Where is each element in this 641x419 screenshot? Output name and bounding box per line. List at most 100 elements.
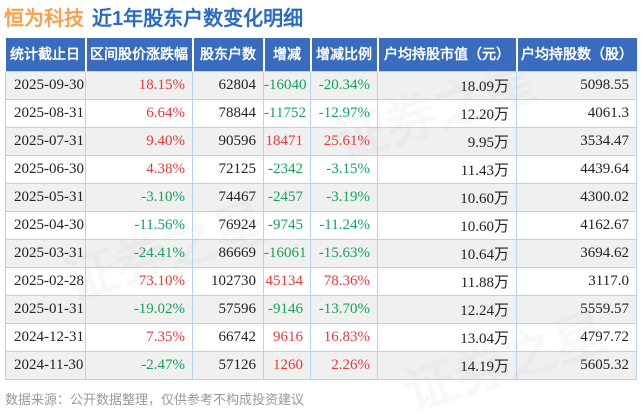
cell-delta-pct: 25.61%	[310, 126, 378, 156]
cell-delta-pct: -20.34%	[310, 70, 378, 100]
cell-date: 2024-11-30	[5, 350, 86, 380]
cell-holders: 86669	[192, 238, 264, 268]
cell-avg-shares: 5559.57	[516, 294, 637, 324]
table-row: 2025-09-30 18.15% 62804 -16040 -20.34% 1…	[5, 70, 637, 100]
holders-table: 统计截止日 区间股价涨跌幅 股东户数 增减 增减比例 户均持股市值（元） 户均持…	[5, 38, 637, 380]
cell-price-change: -24.41%	[85, 238, 193, 268]
table-row: 2025-05-31 -3.10% 74467 -2457 -3.19% 10.…	[5, 182, 637, 212]
cell-avg-shares: 4797.72	[516, 322, 637, 352]
col-header-delta: 增减	[262, 38, 311, 71]
table-row: 2025-02-28 73.10% 102730 45134 78.36% 11…	[5, 266, 637, 296]
cell-date: 2025-04-30	[5, 210, 86, 240]
cell-holders: 90596	[192, 126, 264, 156]
cell-price-change: 9.40%	[85, 126, 193, 156]
cell-date: 2025-06-30	[5, 154, 86, 184]
cell-price-change: -3.10%	[85, 182, 193, 212]
cell-date: 2025-08-31	[5, 98, 86, 128]
cell-avg-shares: 5098.55	[516, 70, 637, 100]
cell-date: 2025-09-30	[5, 70, 86, 100]
title-text: 近1年股东户数变化明细	[92, 8, 304, 30]
stock-name: 恒为科技	[4, 8, 84, 30]
cell-avg-value: 10.64万	[377, 238, 517, 268]
table-header: 统计截止日 区间股价涨跌幅 股东户数 增减 增减比例 户均持股市值（元） 户均持…	[5, 38, 637, 71]
cell-date: 2025-03-31	[5, 238, 86, 268]
cell-date: 2025-01-31	[5, 294, 86, 324]
cell-avg-shares: 4300.02	[516, 182, 637, 212]
cell-delta: -9745	[263, 210, 311, 240]
data-source-note: 数据来源：公开数据整理，仅供参考不构成投资建议	[5, 391, 305, 407]
table-row: 2025-07-31 9.40% 90596 18471 25.61% 9.95…	[5, 126, 637, 156]
table-row: 2024-12-31 7.35% 66742 9616 16.83% 13.04…	[5, 322, 637, 352]
cell-avg-value: 9.95万	[377, 126, 517, 156]
cell-date: 2024-12-31	[5, 322, 86, 352]
col-header-holders: 股东户数	[191, 38, 264, 71]
cell-holders: 102730	[192, 266, 264, 296]
cell-price-change: -2.47%	[85, 350, 193, 380]
cell-avg-value: 12.24万	[377, 294, 517, 324]
cell-price-change: -11.56%	[85, 210, 193, 240]
cell-delta-pct: -15.63%	[310, 238, 378, 268]
cell-avg-shares: 4061.3	[516, 98, 637, 128]
cell-holders: 74467	[192, 182, 264, 212]
cell-delta: -9146	[263, 294, 311, 324]
cell-delta-pct: -12.97%	[310, 98, 378, 128]
cell-delta-pct: 78.36%	[310, 266, 378, 296]
table-row: 2025-03-31 -24.41% 86669 -16061 -15.63% …	[5, 238, 637, 268]
cell-holders: 72125	[192, 154, 264, 184]
cell-holders: 57126	[192, 350, 264, 380]
cell-delta-pct: -3.19%	[310, 182, 378, 212]
col-header-date: 统计截止日	[5, 38, 86, 71]
table-body: 2025-09-30 18.15% 62804 -16040 -20.34% 1…	[5, 70, 637, 380]
cell-delta: -2342	[263, 154, 311, 184]
cell-price-change: 73.10%	[85, 266, 193, 296]
table-row: 2025-01-31 -19.02% 57596 -9146 -13.70% 1…	[5, 294, 637, 324]
cell-delta: -11752	[263, 98, 311, 128]
cell-date: 2025-07-31	[5, 126, 86, 156]
cell-avg-shares: 5605.32	[516, 350, 637, 380]
cell-avg-shares: 4162.67	[516, 210, 637, 240]
cell-delta-pct: -13.70%	[310, 294, 378, 324]
page-title: 恒为科技 近1年股东户数变化明细	[0, 0, 641, 32]
cell-holders: 78844	[192, 98, 264, 128]
cell-avg-value: 13.04万	[377, 322, 517, 352]
cell-delta: 18471	[263, 126, 311, 156]
cell-avg-value: 11.88万	[377, 266, 517, 296]
cell-avg-shares: 4439.64	[516, 154, 637, 184]
cell-date: 2025-05-31	[5, 182, 86, 212]
table-row: 2025-04-30 -11.56% 76924 -9745 -11.24% 1…	[5, 210, 637, 240]
table-row: 2025-08-31 6.64% 78844 -11752 -12.97% 12…	[5, 98, 637, 128]
col-header-price-change: 区间股价涨跌幅	[84, 38, 193, 71]
cell-avg-shares: 3117.0	[516, 266, 637, 296]
col-header-avg-value: 户均持股市值（元）	[376, 38, 517, 71]
cell-delta-pct: 2.26%	[310, 350, 378, 380]
header-row: 统计截止日 区间股价涨跌幅 股东户数 增减 增减比例 户均持股市值（元） 户均持…	[5, 38, 637, 71]
cell-avg-shares: 3534.47	[516, 126, 637, 156]
cell-delta: 1260	[263, 350, 311, 380]
cell-delta: 45134	[263, 266, 311, 296]
cell-avg-value: 12.20万	[377, 98, 517, 128]
cell-avg-value: 18.09万	[377, 70, 517, 100]
cell-avg-shares: 3694.62	[516, 238, 637, 268]
table-row: 2024-11-30 -2.47% 57126 1260 2.26% 14.19…	[5, 350, 637, 380]
col-header-avg-shares: 户均持股数（股）	[515, 38, 637, 71]
cell-avg-value: 14.19万	[377, 350, 517, 380]
cell-avg-value: 10.60万	[377, 182, 517, 212]
cell-date: 2025-02-28	[5, 266, 86, 296]
cell-price-change: 7.35%	[85, 322, 193, 352]
cell-avg-value: 10.60万	[377, 210, 517, 240]
cell-price-change: 4.38%	[85, 154, 193, 184]
cell-delta: -2457	[263, 182, 311, 212]
col-header-delta-pct: 增减比例	[309, 38, 378, 71]
cell-holders: 62804	[192, 70, 264, 100]
cell-delta-pct: -3.15%	[310, 154, 378, 184]
cell-delta: -16061	[263, 238, 311, 268]
cell-avg-value: 11.43万	[377, 154, 517, 184]
cell-price-change: -19.02%	[85, 294, 193, 324]
cell-delta-pct: -11.24%	[310, 210, 378, 240]
cell-holders: 57596	[192, 294, 264, 324]
cell-holders: 66742	[192, 322, 264, 352]
cell-holders: 76924	[192, 210, 264, 240]
cell-delta: 9616	[263, 322, 311, 352]
cell-delta: -16040	[263, 70, 311, 100]
